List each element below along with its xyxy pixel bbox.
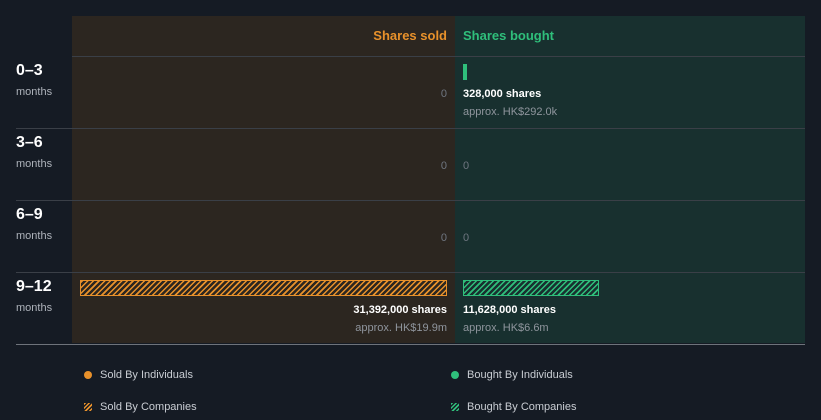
period-unit-label: months bbox=[16, 230, 53, 242]
bought-shares-label: 11,628,000 shares bbox=[463, 304, 556, 316]
period-unit-label: months bbox=[16, 86, 53, 98]
sold-approx-value: approx. HK$19.9m bbox=[355, 322, 447, 334]
legend-marker-sold-by-individuals bbox=[84, 371, 92, 379]
period-label: 6–9 bbox=[16, 206, 43, 223]
shares-bought-header: Shares bought bbox=[463, 28, 555, 43]
sold-shares-label: 31,392,000 shares bbox=[353, 304, 447, 316]
bought-shares-label: 328,000 shares bbox=[463, 88, 542, 100]
period-unit-label: months bbox=[16, 158, 53, 170]
legend-label: Sold By Individuals bbox=[100, 369, 193, 381]
sold-zero-label: 0 bbox=[440, 232, 447, 244]
bar-bought-by-companies bbox=[463, 280, 599, 296]
header-separator bbox=[72, 56, 805, 57]
row-separator bbox=[16, 272, 805, 273]
legend-marker-bought-by-companies bbox=[451, 403, 459, 411]
legend-label: Sold By Companies bbox=[100, 401, 197, 413]
sold-zero-label: 0 bbox=[440, 88, 447, 100]
shares-sold-header: Shares sold bbox=[373, 28, 447, 43]
bought-zero-label: 0 bbox=[463, 160, 470, 172]
bar-sold-by-companies bbox=[80, 280, 447, 296]
legend-marker-bought-by-individuals bbox=[451, 371, 459, 379]
bought-zero-label: 0 bbox=[463, 232, 470, 244]
bought-approx-value: approx. HK$6.6m bbox=[463, 322, 549, 334]
legend-label: Bought By Companies bbox=[467, 401, 577, 413]
legend-label: Bought By Individuals bbox=[467, 369, 573, 381]
period-label: 3–6 bbox=[16, 134, 43, 151]
bought-approx-value: approx. HK$292.0k bbox=[463, 106, 558, 118]
period-unit-label: months bbox=[16, 302, 53, 314]
row-separator bbox=[16, 200, 805, 201]
period-label: 9–12 bbox=[16, 278, 52, 295]
bar-bought-by-individuals bbox=[463, 64, 467, 80]
period-label: 0–3 bbox=[16, 62, 43, 79]
legend-marker-sold-by-companies bbox=[84, 403, 92, 411]
row-separator bbox=[16, 344, 805, 345]
row-separator bbox=[16, 128, 805, 129]
sold-zero-label: 0 bbox=[440, 160, 447, 172]
